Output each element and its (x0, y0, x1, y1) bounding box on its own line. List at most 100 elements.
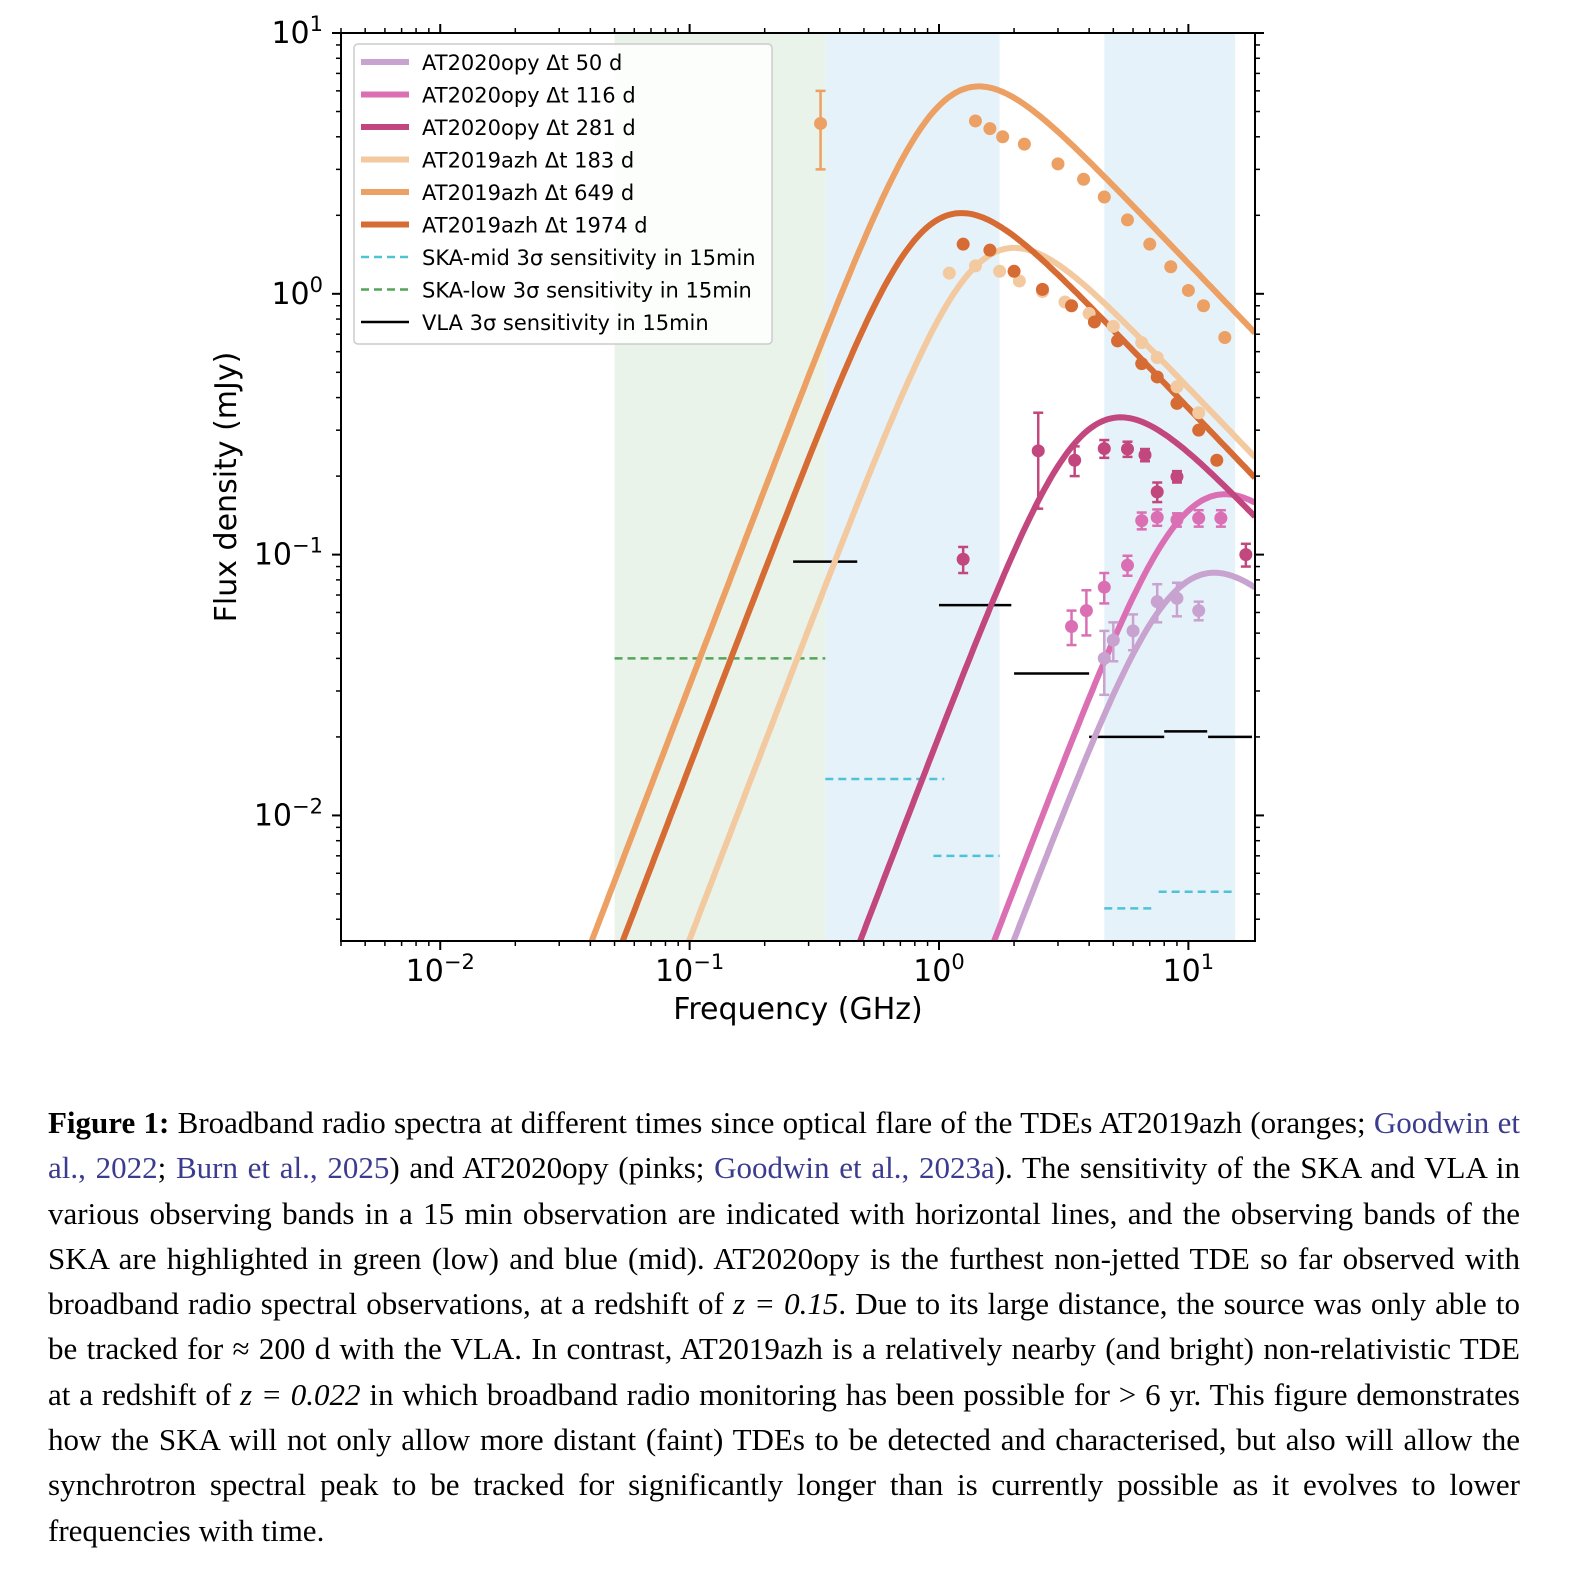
data-point (1120, 442, 1134, 456)
data-point (1106, 319, 1120, 333)
data-point (1218, 330, 1232, 344)
data-point (1035, 282, 1049, 296)
data-point (1077, 172, 1091, 186)
model-curves (588, 83, 1255, 941)
legend-entry: AT2019azh Δt 183 d (422, 149, 634, 173)
data-point (1192, 423, 1206, 437)
data-point (956, 237, 970, 251)
data-point (1150, 595, 1164, 609)
caption-redshift: z = 0.15 (732, 1286, 839, 1322)
citation-link[interactable]: Goodwin et al., 2022 (48, 1105, 1520, 1186)
data-point (1097, 651, 1111, 665)
model-curve (619, 210, 1255, 941)
band-ska-mid (825, 33, 1000, 941)
model-curve (588, 83, 1255, 941)
data-point (1143, 237, 1157, 251)
data-point (1138, 448, 1152, 462)
data-point (1126, 624, 1140, 638)
legend-entry: AT2019azh Δt 649 d (422, 181, 634, 205)
caption-redshift: z = 0.022 (240, 1376, 361, 1412)
data-point (1135, 357, 1149, 371)
data-point (1192, 511, 1206, 525)
data-point (814, 116, 828, 130)
data-point (1068, 453, 1082, 467)
y-tick-label: 100 (271, 273, 323, 312)
data-point (1214, 511, 1228, 525)
sensitivity-lines (614, 560, 1253, 910)
data-point (996, 130, 1010, 144)
caption-text-4: ). The sensitivity of the SKA and VLA in… (48, 1150, 1521, 1322)
data-point (1150, 370, 1164, 384)
data-point (1007, 264, 1021, 278)
tick-labels: 10−2 10−1 100 101 10−2 10−1 100 101 (254, 12, 1214, 989)
data-point (1065, 299, 1079, 313)
data-point (1239, 548, 1253, 562)
model-curve (856, 414, 1255, 941)
data-point (956, 552, 970, 566)
data-point (1170, 396, 1184, 410)
model-curve (1010, 569, 1255, 941)
data-point (993, 264, 1007, 278)
data-point (1170, 591, 1184, 605)
data-point (1120, 558, 1134, 572)
data-point (1017, 137, 1031, 151)
legend-entry: AT2019azh Δt 1974 d (422, 214, 648, 238)
caption-text-3: ) and AT2020opy (pinks; (389, 1150, 715, 1186)
data-point (1097, 190, 1111, 204)
y-tick-label: 10−1 (254, 534, 323, 573)
data-point (1150, 510, 1164, 524)
legend-box (353, 43, 773, 345)
y-tick-label: 101 (271, 12, 323, 51)
citation-link[interactable]: Goodwin et al., 2023a (714, 1150, 995, 1186)
data-point (1170, 470, 1184, 484)
data-point (1097, 442, 1111, 456)
model-curve (685, 244, 1255, 941)
figure-caption: Figure 1: Broadband radio spectra at dif… (48, 1100, 1520, 1553)
y-tick-label: 10−2 (254, 794, 323, 833)
caption-text-6: in which broadband radio monitoring has … (48, 1376, 1520, 1548)
y-axis-label: Flux density (mJy) (209, 352, 244, 623)
data-point (1012, 274, 1026, 288)
caption-text-2: ; (157, 1150, 176, 1186)
data-point (1164, 260, 1178, 274)
data-point (968, 259, 982, 273)
legend-entry: VLA 3σ sensitivity in 15min (422, 311, 709, 335)
data-point (1065, 620, 1079, 634)
x-axis-label: Frequency (GHz) (673, 992, 922, 1027)
data-point (1097, 580, 1111, 594)
caption-text-5: . Due to its large distance, the source … (48, 1286, 1521, 1412)
citation-link[interactable]: Burn et al., 2025 (175, 1150, 390, 1186)
data-point (1181, 283, 1195, 297)
data-point (1192, 604, 1206, 618)
radio-spectra-chart: 10−2 10−1 100 101 10−2 10−1 100 101 Frequency (… (209, 12, 1264, 1027)
data-point (1051, 157, 1065, 171)
data-point (1170, 380, 1184, 394)
data-point (1106, 633, 1120, 647)
data-point (983, 243, 997, 257)
x-tick-label: 100 (913, 950, 965, 989)
data-point (1111, 334, 1125, 348)
data-point (1031, 444, 1045, 458)
data-point (1197, 299, 1211, 313)
data-point (1210, 453, 1224, 467)
data-points (814, 89, 1253, 697)
legend-entry: SKA-low 3σ sensitivity in 15min (422, 279, 752, 303)
data-point (1150, 485, 1164, 499)
data-point (1170, 513, 1184, 527)
data-point (1079, 604, 1093, 618)
data-point (1135, 336, 1149, 350)
plot-frame (340, 32, 1256, 942)
data-point (1120, 213, 1134, 227)
data-point (968, 114, 982, 128)
band-ska-mid (1104, 33, 1236, 941)
x-tick-label: 10−2 (406, 950, 475, 989)
legend-entry: AT2020opy Δt 116 d (422, 84, 636, 108)
data-point (1150, 350, 1164, 364)
caption-text-1: Broadband radio spectra at different tim… (169, 1105, 1374, 1140)
legend-entry: AT2020opy Δt 281 d (422, 116, 636, 140)
legend-entry: AT2020opy Δt 50 d (422, 51, 622, 75)
model-curve (990, 491, 1255, 941)
data-point (1135, 514, 1149, 528)
data-point (942, 266, 956, 280)
data-point (983, 122, 997, 136)
